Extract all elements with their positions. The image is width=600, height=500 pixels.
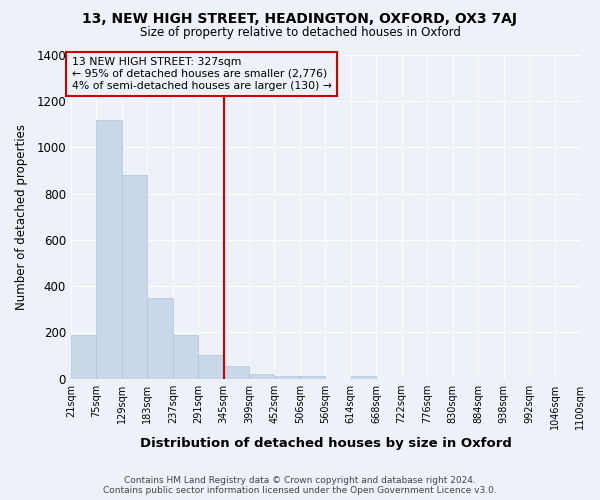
Bar	[173, 334, 199, 378]
Y-axis label: Number of detached properties: Number of detached properties	[15, 124, 28, 310]
Text: Contains HM Land Registry data © Crown copyright and database right 2024.
Contai: Contains HM Land Registry data © Crown c…	[103, 476, 497, 495]
X-axis label: Distribution of detached houses by size in Oxford: Distribution of detached houses by size …	[140, 437, 511, 450]
Bar	[300, 376, 325, 378]
Bar	[71, 334, 97, 378]
Bar	[199, 356, 224, 378]
Text: 13 NEW HIGH STREET: 327sqm
← 95% of detached houses are smaller (2,776)
4% of se: 13 NEW HIGH STREET: 327sqm ← 95% of deta…	[72, 58, 332, 90]
Text: Size of property relative to detached houses in Oxford: Size of property relative to detached ho…	[140, 26, 460, 39]
Bar	[351, 376, 376, 378]
Bar	[97, 120, 122, 378]
Text: 13, NEW HIGH STREET, HEADINGTON, OXFORD, OX3 7AJ: 13, NEW HIGH STREET, HEADINGTON, OXFORD,…	[83, 12, 517, 26]
Bar	[274, 376, 300, 378]
Bar	[249, 374, 274, 378]
Bar	[148, 298, 173, 378]
Bar	[122, 175, 148, 378]
Bar	[224, 366, 249, 378]
